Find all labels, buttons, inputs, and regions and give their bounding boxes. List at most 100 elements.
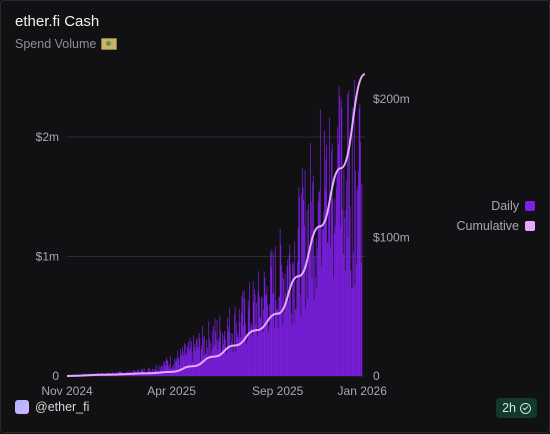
daily-bar: [202, 337, 204, 376]
daily-bar: [146, 372, 147, 376]
daily-bar: [166, 357, 167, 376]
daily-bar: [237, 332, 239, 376]
daily-bar: [226, 352, 228, 376]
daily-bar: [238, 308, 240, 376]
daily-bar: [305, 308, 307, 376]
daily-bar: [337, 127, 339, 376]
y-right-tick-label: $200m: [373, 92, 410, 106]
legend-item-daily[interactable]: Daily: [456, 199, 535, 213]
daily-bar: [191, 351, 193, 376]
daily-bar: [231, 342, 232, 376]
daily-bar: [225, 339, 226, 376]
x-tick-label: Sep 2025: [252, 384, 304, 398]
daily-bar: [330, 246, 332, 376]
daily-bar: [249, 328, 251, 376]
daily-bar: [286, 266, 288, 376]
daily-bar: [192, 361, 194, 376]
daily-bar: [301, 193, 302, 376]
daily-bar: [252, 335, 253, 376]
daily-bar: [322, 229, 323, 376]
daily-bar: [340, 226, 341, 376]
daily-bar: [181, 356, 183, 376]
daily-bar: [338, 86, 340, 377]
daily-bar: [356, 190, 358, 376]
daily-bar: [304, 169, 306, 376]
daily-bar: [355, 171, 357, 376]
daily-bar: [197, 346, 199, 376]
daily-bar: [307, 298, 309, 376]
daily-bar: [197, 348, 199, 376]
daily-bar: [355, 264, 357, 376]
daily-bar: [182, 346, 183, 376]
daily-bar: [222, 343, 224, 376]
daily-bar: [180, 353, 182, 376]
daily-bar: [289, 244, 291, 376]
daily-bar: [265, 294, 267, 376]
daily-bar: [236, 322, 237, 376]
legend: Daily Cumulative: [456, 199, 535, 239]
daily-bar: [162, 370, 164, 376]
daily-bar: [175, 360, 176, 376]
daily-bar: [360, 262, 362, 376]
daily-bar: [344, 217, 345, 376]
daily-bar: [230, 332, 232, 376]
daily-bar: [279, 228, 281, 376]
legend-item-cumulative[interactable]: Cumulative: [456, 219, 535, 233]
brand-icon: [15, 400, 29, 414]
daily-bar: [164, 360, 166, 376]
daily-bar: [308, 203, 309, 376]
daily-bar: [204, 335, 205, 376]
daily-bar: [221, 348, 223, 376]
daily-bar: [349, 138, 350, 376]
daily-bar: [342, 254, 344, 376]
daily-bar: [240, 313, 242, 376]
daily-bar: [260, 316, 262, 376]
daily-bar: [270, 266, 272, 376]
daily-bar: [296, 279, 298, 376]
daily-bar: [163, 361, 165, 376]
daily-bar: [174, 358, 176, 376]
daily-bar: [354, 285, 356, 376]
check-circle-icon: [520, 402, 531, 414]
daily-bar: [195, 339, 197, 376]
legend-label-cumulative: Cumulative: [456, 219, 519, 233]
daily-bar: [274, 246, 276, 376]
daily-bar: [218, 337, 220, 376]
daily-bar: [328, 205, 330, 376]
daily-bar: [295, 309, 297, 376]
daily-bar: [142, 368, 144, 376]
daily-bar: [216, 340, 217, 376]
daily-bar: [183, 355, 185, 376]
daily-bar: [173, 364, 174, 376]
daily-bar: [274, 327, 275, 376]
daily-bar: [211, 330, 213, 376]
daily-bar: [351, 287, 352, 376]
daily-bar: [281, 265, 282, 376]
daily-bar: [220, 330, 221, 376]
daily-bar: [297, 261, 298, 376]
daily-bar: [209, 357, 211, 376]
daily-bar: [247, 300, 249, 376]
daily-bar: [299, 294, 301, 376]
y-right-tick-label: 0: [373, 369, 380, 383]
daily-bar: [308, 245, 310, 376]
daily-bar: [207, 358, 209, 376]
daily-bar: [240, 337, 242, 376]
daily-bar: [176, 358, 178, 376]
daily-bar: [132, 373, 133, 376]
cumulative-line: [66, 73, 366, 377]
daily-bar: [175, 361, 177, 376]
daily-bar: [210, 342, 212, 376]
daily-bar: [178, 359, 180, 376]
footer-handle[interactable]: @ether_fi: [15, 400, 89, 414]
daily-bar: [314, 255, 316, 376]
daily-bar: [206, 347, 208, 376]
daily-bar: [161, 365, 163, 376]
daily-bar: [166, 360, 168, 376]
daily-bar: [263, 271, 265, 376]
daily-bar: [158, 365, 160, 376]
daily-bar: [150, 372, 152, 376]
daily-bar: [331, 150, 332, 376]
daily-bar: [288, 255, 290, 376]
